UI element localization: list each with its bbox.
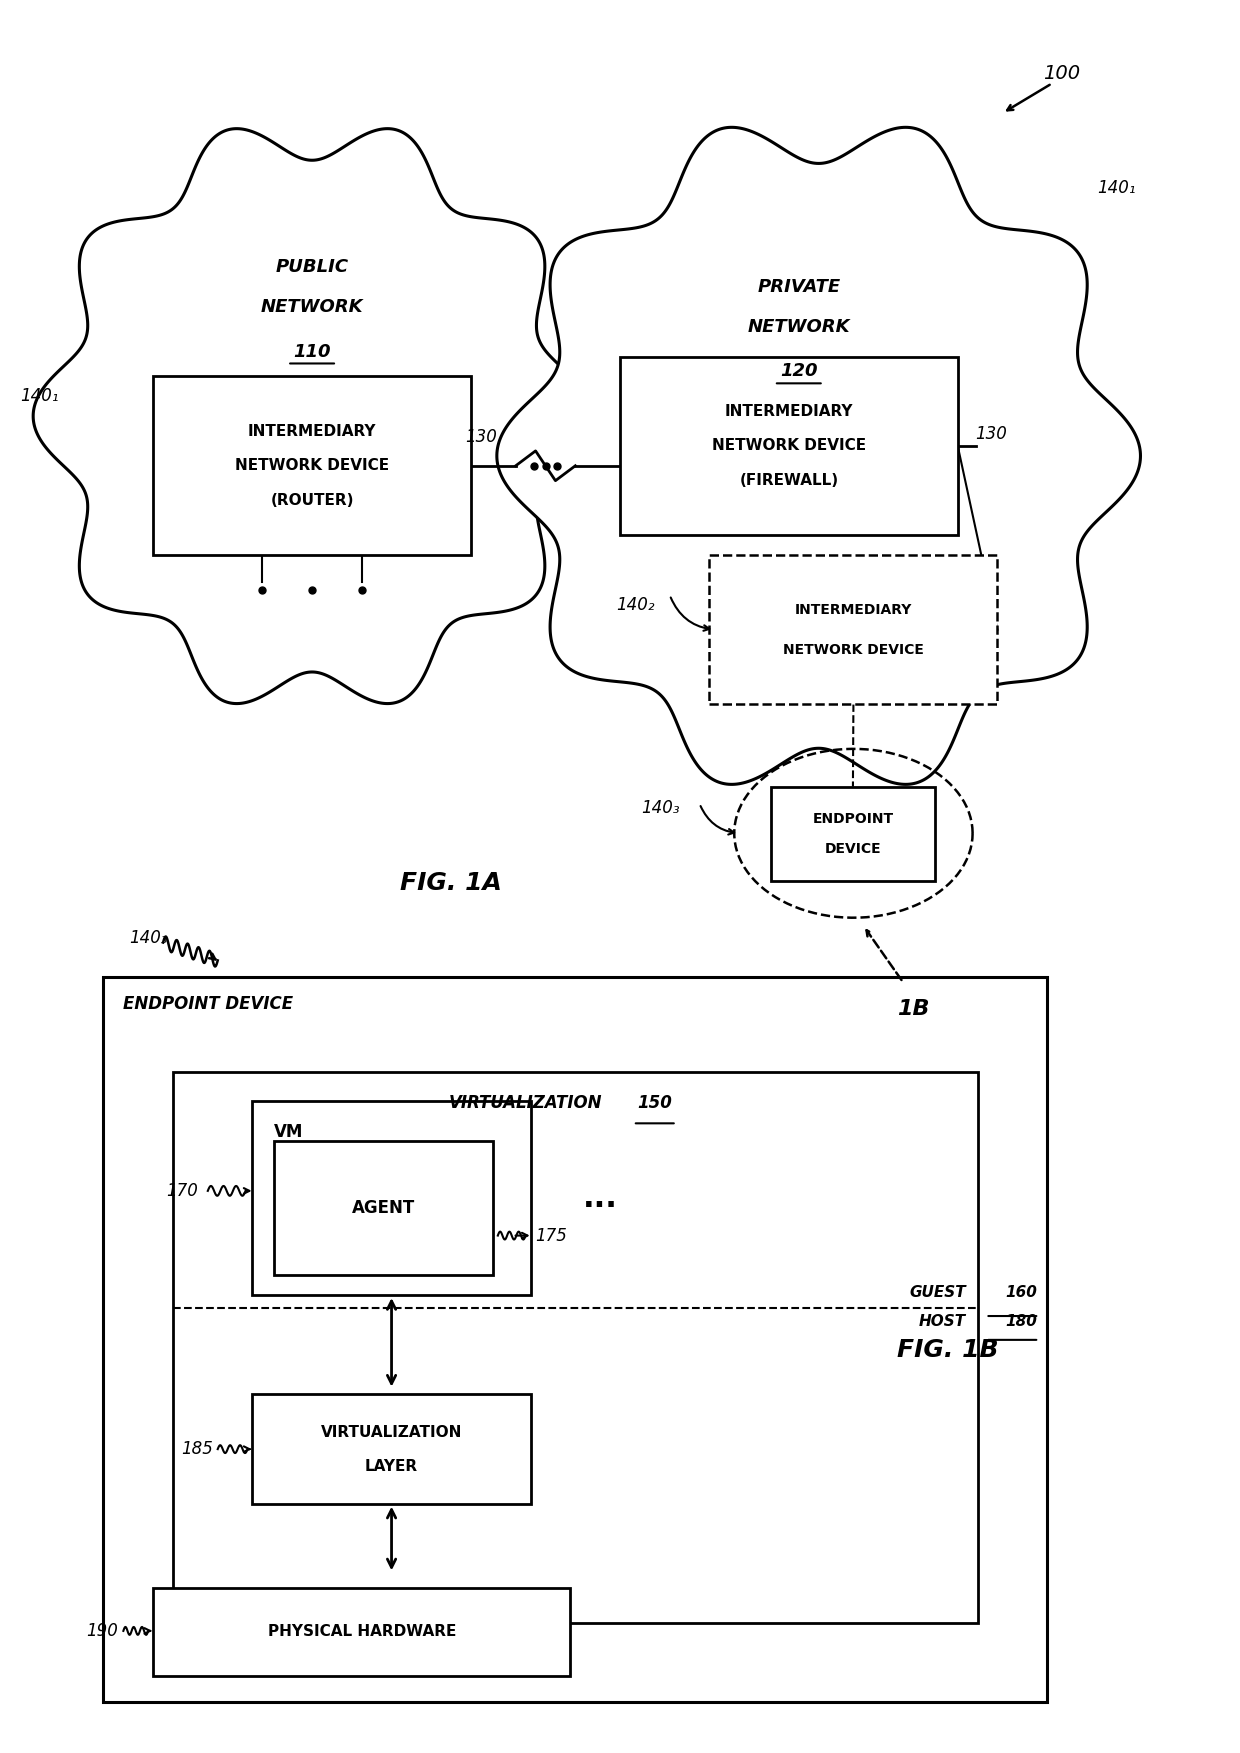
Text: 130: 130 [976, 424, 1007, 444]
FancyBboxPatch shape [154, 1588, 570, 1676]
Text: 170: 170 [166, 1182, 198, 1199]
FancyBboxPatch shape [154, 377, 471, 556]
FancyBboxPatch shape [771, 787, 935, 882]
Text: AGENT: AGENT [352, 1199, 415, 1217]
Text: NETWORK: NETWORK [748, 317, 851, 337]
FancyBboxPatch shape [174, 1071, 977, 1623]
Text: INTERMEDIARY: INTERMEDIARY [248, 424, 376, 438]
Text: (ROUTER): (ROUTER) [270, 493, 353, 508]
FancyBboxPatch shape [620, 356, 957, 535]
Text: VIRTUALIZATION: VIRTUALIZATION [321, 1425, 463, 1439]
Text: 190: 190 [87, 1622, 118, 1639]
Text: NETWORK DEVICE: NETWORK DEVICE [236, 458, 389, 473]
Text: PUBLIC: PUBLIC [275, 258, 348, 277]
Text: 100: 100 [1043, 63, 1080, 82]
FancyBboxPatch shape [253, 1101, 531, 1295]
Text: (FIREWALL): (FIREWALL) [739, 473, 838, 487]
Text: 140₂: 140₂ [616, 596, 655, 614]
Text: ENDPOINT: ENDPOINT [812, 812, 894, 826]
Text: 120: 120 [780, 363, 817, 380]
Text: FIG. 1A: FIG. 1A [401, 871, 502, 896]
Text: VM: VM [274, 1124, 304, 1141]
Text: NETWORK: NETWORK [260, 298, 363, 316]
Polygon shape [497, 128, 1141, 784]
Polygon shape [33, 128, 591, 703]
Text: 140₃: 140₃ [129, 929, 167, 947]
Text: ENDPOINT DEVICE: ENDPOINT DEVICE [123, 996, 294, 1013]
Text: NETWORK DEVICE: NETWORK DEVICE [712, 438, 866, 454]
Text: 185: 185 [181, 1441, 213, 1458]
Text: LAYER: LAYER [365, 1458, 418, 1474]
Text: NETWORK DEVICE: NETWORK DEVICE [782, 643, 924, 657]
FancyBboxPatch shape [709, 556, 997, 705]
Text: 1B: 1B [897, 999, 929, 1018]
Text: 110: 110 [294, 342, 331, 361]
Text: PRIVATE: PRIVATE [758, 279, 841, 296]
Text: 130: 130 [465, 428, 497, 445]
Text: FIG. 1B: FIG. 1B [897, 1338, 998, 1362]
Text: 140₁: 140₁ [1096, 179, 1136, 196]
Text: 175: 175 [536, 1227, 568, 1245]
Text: PHYSICAL HARDWARE: PHYSICAL HARDWARE [268, 1625, 456, 1639]
Text: ...: ... [583, 1183, 618, 1213]
Text: 160: 160 [1006, 1285, 1038, 1301]
Text: HOST: HOST [919, 1315, 966, 1329]
Text: GUEST: GUEST [909, 1285, 966, 1301]
Text: 150: 150 [637, 1094, 672, 1111]
Text: DEVICE: DEVICE [825, 841, 882, 855]
FancyBboxPatch shape [274, 1141, 492, 1274]
FancyBboxPatch shape [253, 1394, 531, 1504]
FancyBboxPatch shape [103, 978, 1047, 1702]
Text: VIRTUALIZATION: VIRTUALIZATION [449, 1094, 603, 1111]
Text: 180: 180 [1006, 1315, 1038, 1329]
Text: INTERMEDIARY: INTERMEDIARY [724, 403, 853, 419]
Text: 140₁: 140₁ [20, 387, 58, 405]
Text: INTERMEDIARY: INTERMEDIARY [795, 603, 913, 617]
Text: 140₃: 140₃ [641, 799, 680, 817]
